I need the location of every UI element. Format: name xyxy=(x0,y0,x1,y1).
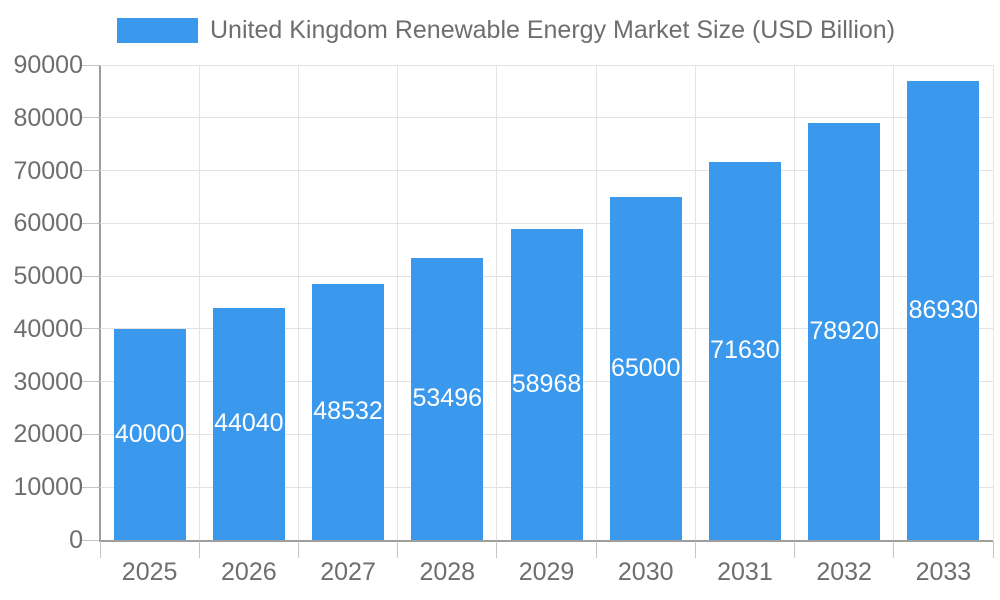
x-axis-tick xyxy=(397,541,399,558)
legend-swatch xyxy=(117,18,198,43)
legend-label: United Kingdom Renewable Energy Market S… xyxy=(210,16,896,44)
y-axis-line xyxy=(99,65,101,542)
x-axis-tick xyxy=(99,541,101,558)
x-tick-label: 2032 xyxy=(816,558,872,586)
grid-line-vertical xyxy=(992,65,994,540)
x-tick-label: 2025 xyxy=(121,558,178,586)
bar-value-label: 78920 xyxy=(809,317,879,346)
bar-value-label: 44040 xyxy=(214,409,284,438)
x-axis-tick xyxy=(496,541,498,558)
grid-line-vertical xyxy=(198,65,200,540)
grid-line-horizontal xyxy=(100,170,993,172)
grid-line-horizontal xyxy=(100,64,993,66)
y-axis-tick xyxy=(82,328,99,330)
bar-value-label: 65000 xyxy=(610,353,681,382)
bar-value-label: 40000 xyxy=(114,419,185,448)
y-tick-label: 0 xyxy=(69,526,83,554)
x-tick-label: 2026 xyxy=(221,558,277,586)
y-tick-label: 80000 xyxy=(13,103,83,132)
bar: 53496 xyxy=(411,257,484,540)
y-tick-label: 90000 xyxy=(13,51,83,79)
grid-line-vertical xyxy=(397,65,399,540)
y-axis-tick xyxy=(82,433,99,435)
y-axis-tick xyxy=(82,170,99,172)
x-axis-line xyxy=(99,540,993,542)
bar: 78920 xyxy=(808,123,881,540)
bar: 65000 xyxy=(609,196,682,540)
y-axis-tick xyxy=(82,486,99,488)
y-tick-label: 10000 xyxy=(13,473,83,502)
bar-value-label: 58968 xyxy=(511,369,582,398)
bar-value-label: 48532 xyxy=(313,397,383,426)
x-tick-label: 2033 xyxy=(915,558,972,586)
x-tick-label: 2027 xyxy=(320,558,376,586)
bar: 44040 xyxy=(212,307,285,540)
y-axis-tick xyxy=(82,64,99,66)
x-axis-tick xyxy=(694,541,696,558)
grid-line-vertical xyxy=(595,65,597,540)
bar: 71630 xyxy=(708,161,781,540)
y-axis-tick xyxy=(82,222,99,224)
y-axis-tick xyxy=(82,539,99,541)
x-tick-label: 2029 xyxy=(518,558,575,586)
y-tick-label: 40000 xyxy=(13,314,83,343)
bar: 40000 xyxy=(113,328,186,540)
x-axis-tick xyxy=(794,541,796,558)
y-tick-label: 50000 xyxy=(13,262,83,291)
grid-line-vertical xyxy=(496,65,498,540)
bar-value-label: 71630 xyxy=(710,336,780,365)
grid-line-horizontal xyxy=(100,117,993,119)
x-axis-tick xyxy=(992,541,994,558)
y-tick-label: 70000 xyxy=(13,156,83,185)
y-axis-tick xyxy=(82,275,99,277)
y-tick-label: 60000 xyxy=(13,209,83,238)
y-axis-tick xyxy=(82,117,99,119)
grid-line-vertical xyxy=(694,65,696,540)
y-axis-tick xyxy=(82,381,99,383)
bar-value-label: 53496 xyxy=(412,384,483,413)
legend-item[interactable]: United Kingdom Renewable Energy Market S… xyxy=(117,17,895,44)
grid-line-vertical xyxy=(893,65,895,540)
grid-line-vertical xyxy=(297,65,299,540)
plot-area: 40000 44040 48532 53496 58968 65000 71630 78920… xyxy=(82,64,994,558)
x-axis-tick xyxy=(595,541,597,558)
x-axis-tick xyxy=(297,541,299,558)
y-tick-label: 20000 xyxy=(13,420,83,449)
grid-line-horizontal xyxy=(100,222,993,224)
x-axis-tick xyxy=(198,541,200,558)
bar-value-label: 86930 xyxy=(908,296,979,325)
bar: 48532 xyxy=(312,283,385,540)
x-axis-tick xyxy=(893,541,895,558)
y-tick-label: 30000 xyxy=(13,367,83,396)
x-tick-label: 2031 xyxy=(717,558,773,586)
bar: 86930 xyxy=(907,81,980,540)
x-tick-label: 2028 xyxy=(419,558,476,586)
x-tick-label: 2030 xyxy=(617,558,674,586)
bar: 58968 xyxy=(510,228,583,540)
grid-line-vertical xyxy=(794,65,796,540)
